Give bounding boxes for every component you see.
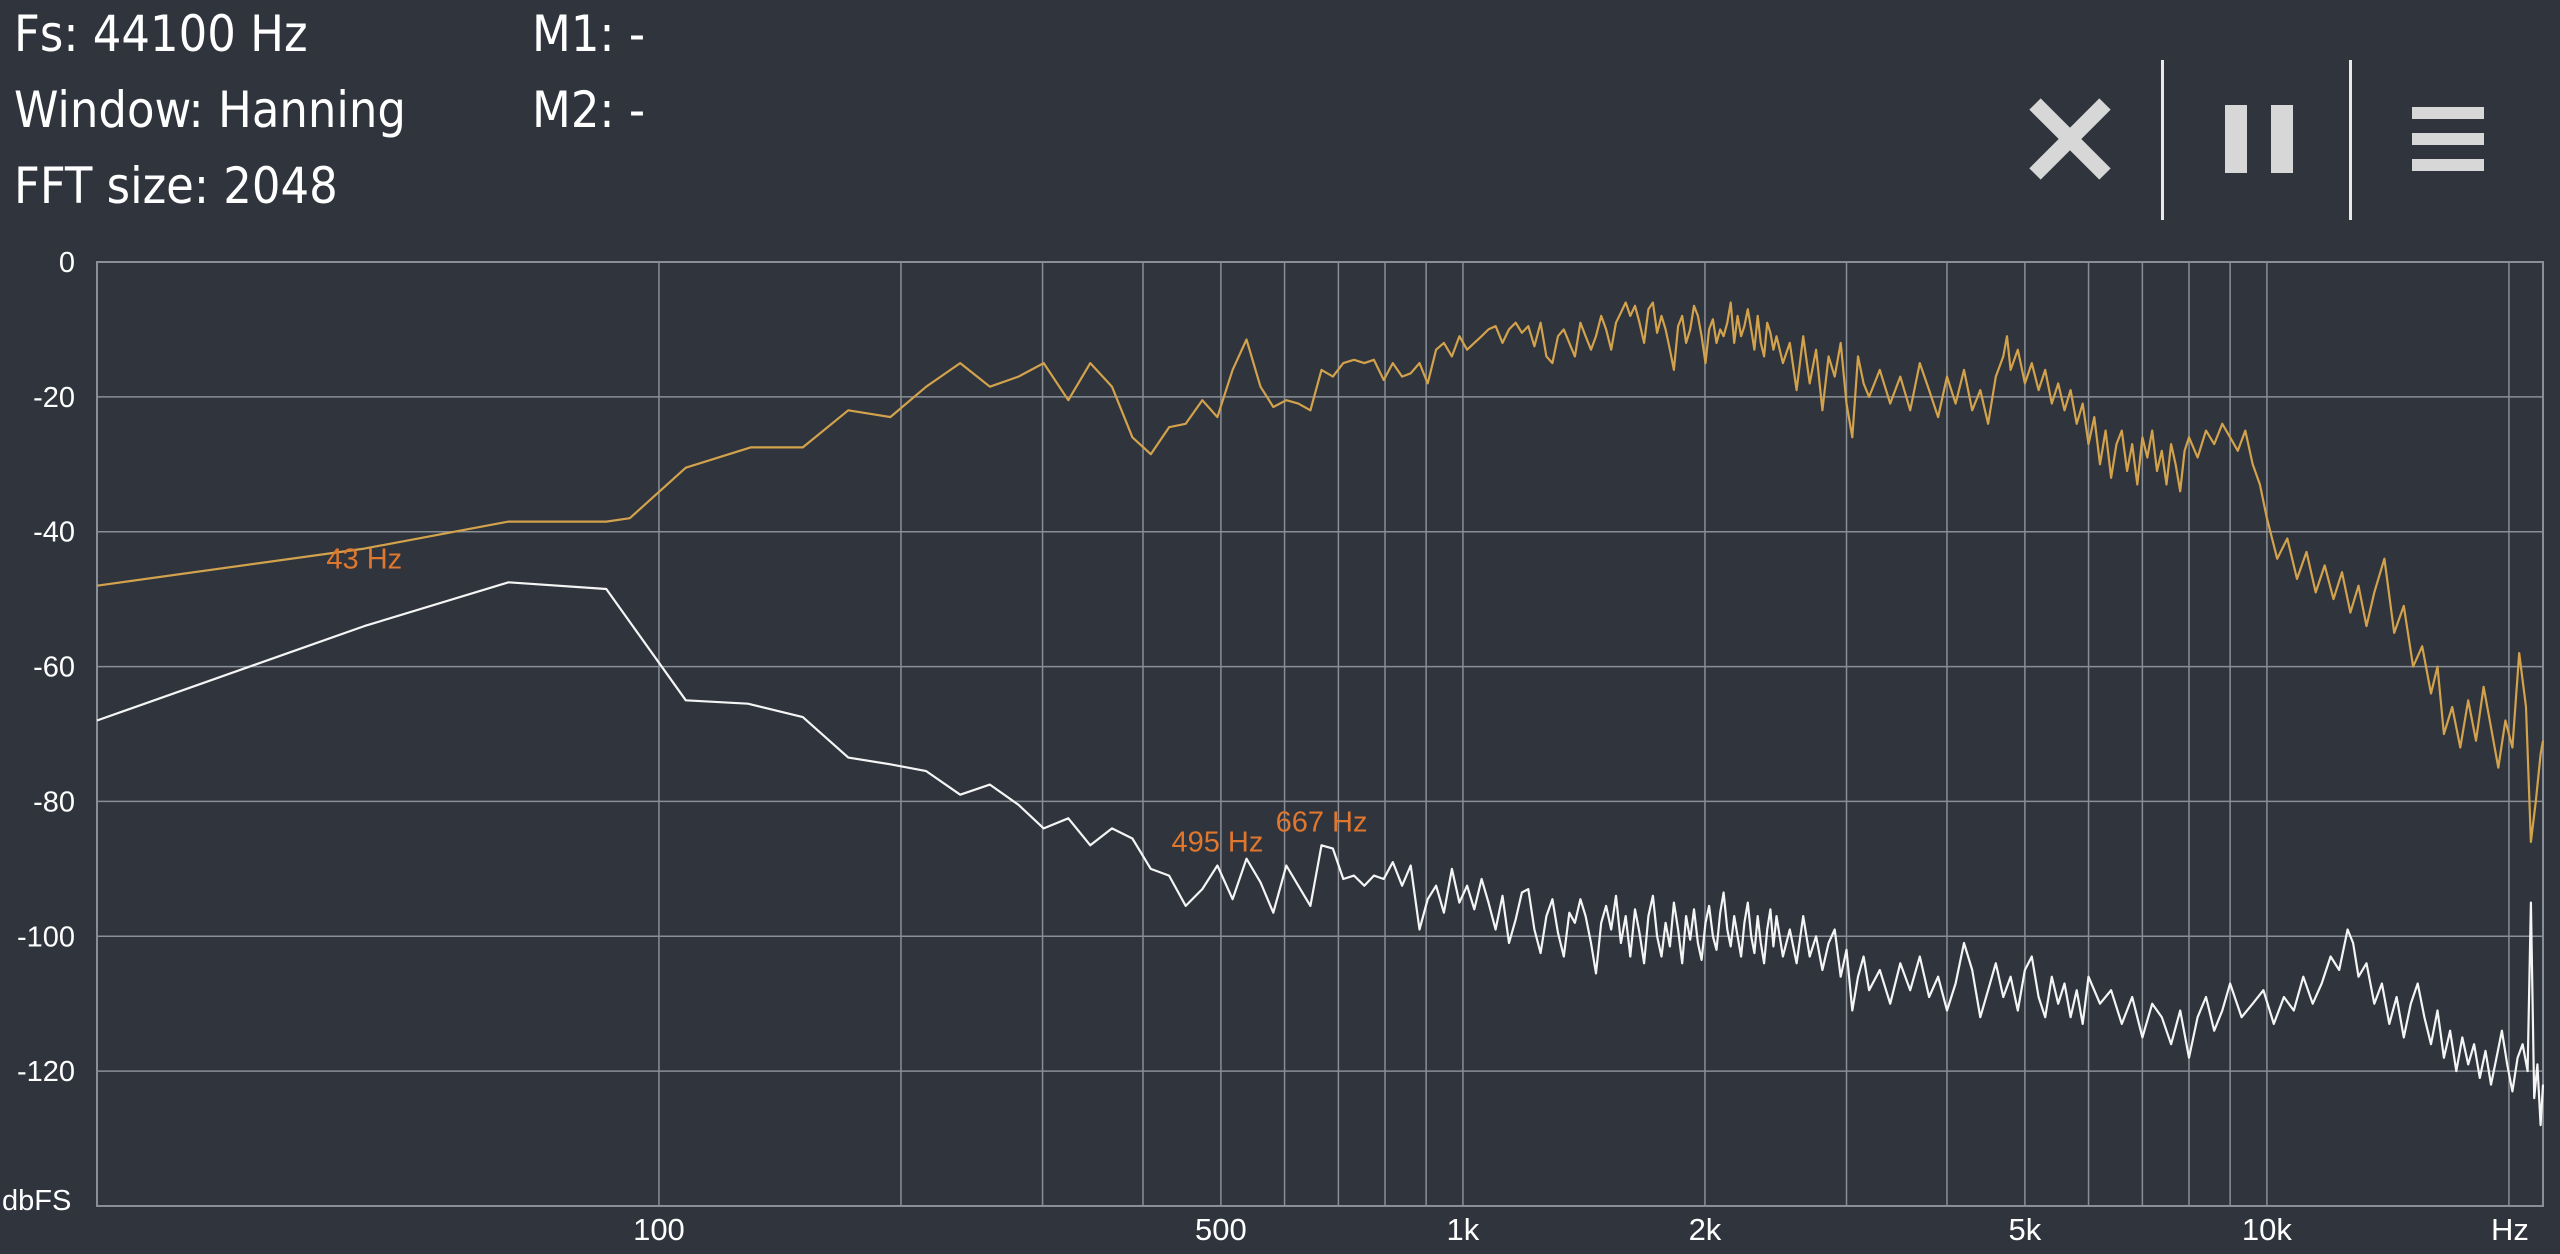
peak-marker-label: 43 Hz bbox=[326, 543, 402, 575]
x-axis-label: Hz bbox=[2491, 1212, 2529, 1247]
x-tick-label: 10k bbox=[2242, 1212, 2292, 1247]
toolbar bbox=[2000, 54, 2560, 224]
plot-frame bbox=[96, 261, 2544, 1207]
sample-rate-label: Fs: 44100 Hz bbox=[14, 5, 308, 63]
x-tick-label: 2k bbox=[1689, 1212, 1722, 1247]
y-tick-label: -120 bbox=[17, 1056, 75, 1088]
y-tick-label: -80 bbox=[33, 786, 75, 818]
y-axis-label: dbFS bbox=[2, 1185, 71, 1217]
menu-button[interactable] bbox=[2388, 54, 2508, 224]
pause-button[interactable] bbox=[2199, 54, 2319, 224]
menu-icon bbox=[2412, 107, 2484, 171]
y-tick-label: 0 bbox=[59, 247, 75, 279]
close-icon bbox=[2029, 98, 2111, 180]
toolbar-divider bbox=[2349, 60, 2352, 220]
y-tick-label: -40 bbox=[33, 517, 75, 549]
x-tick-label: 1k bbox=[1447, 1212, 1480, 1247]
pause-icon bbox=[2225, 105, 2293, 173]
fft-size-label: FFT size: 2048 bbox=[14, 157, 338, 215]
marker-1-label: M1: - bbox=[532, 5, 646, 63]
x-tick-label: 500 bbox=[1195, 1212, 1247, 1247]
info-panel-left: Fs: 44100 Hz Window: Hanning FFT size: 2… bbox=[14, 0, 406, 224]
series-2-line bbox=[96, 581, 2545, 1127]
info-panel-markers: M1: - M2: - bbox=[532, 0, 645, 148]
peak-marker-label: 667 Hz bbox=[1276, 806, 1368, 838]
x-tick-label: 100 bbox=[633, 1212, 685, 1247]
y-tick-label: -60 bbox=[33, 652, 75, 684]
x-tick-label: 5k bbox=[2009, 1212, 2042, 1247]
window-label: Window: Hanning bbox=[14, 81, 406, 139]
close-button[interactable] bbox=[2010, 54, 2130, 224]
peak-marker-label: 495 Hz bbox=[1171, 826, 1263, 858]
toolbar-divider bbox=[2161, 60, 2164, 220]
y-tick-label: -100 bbox=[17, 921, 75, 953]
series-1-line bbox=[96, 301, 2545, 843]
y-tick-label: -20 bbox=[33, 382, 75, 414]
marker-2-label: M2: - bbox=[532, 81, 646, 139]
